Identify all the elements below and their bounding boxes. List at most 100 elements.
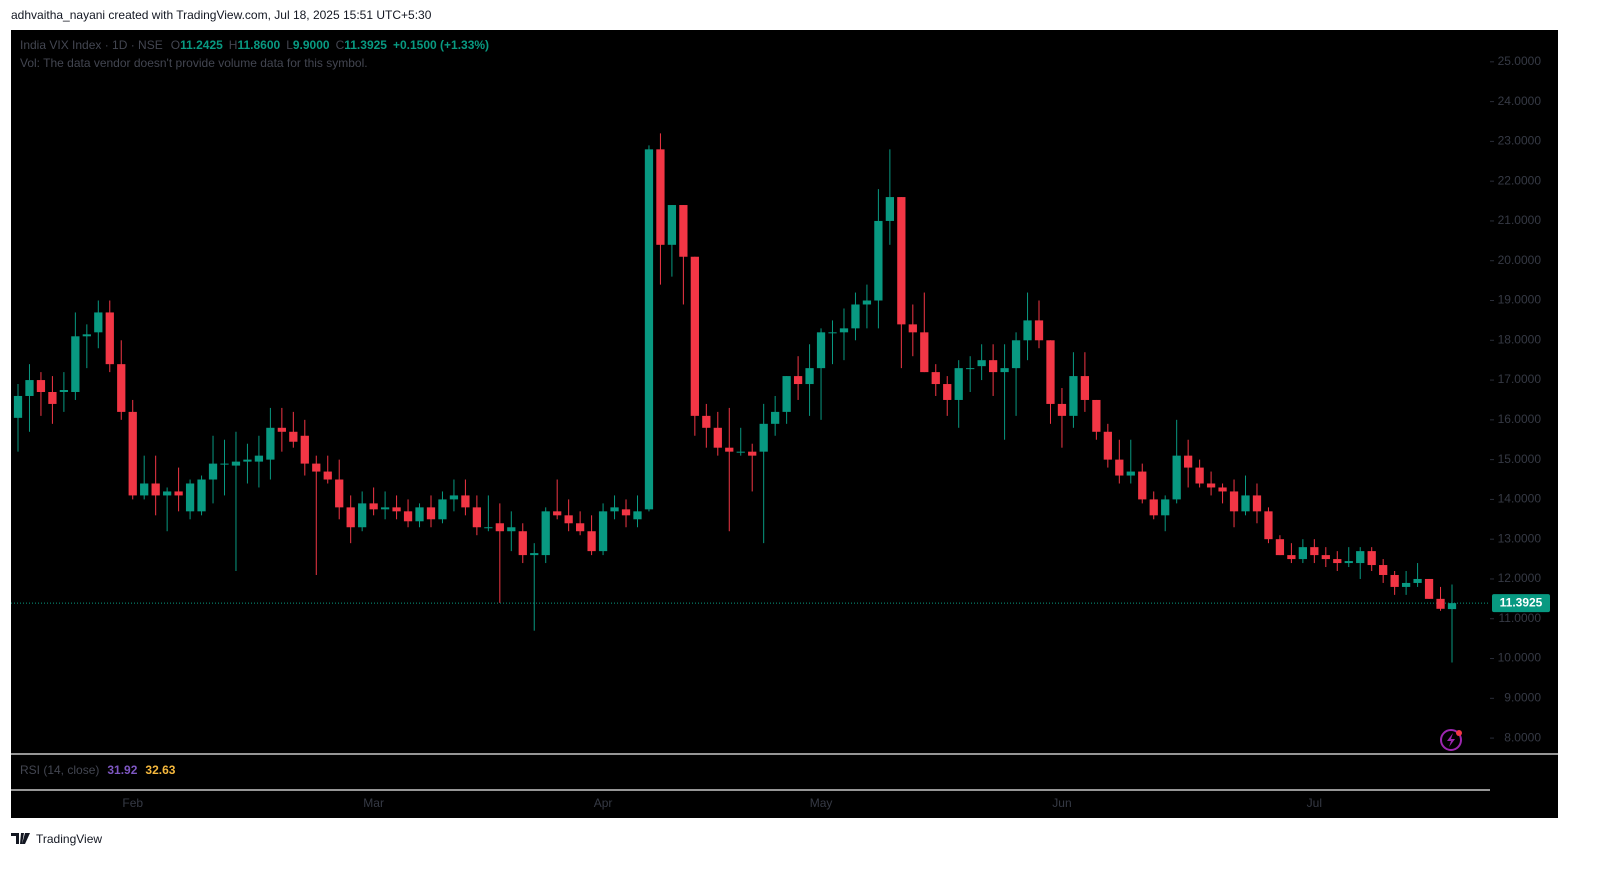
y-tick-label: 25.0000 [1498,54,1542,68]
y-tick-label: 14.0000 [1498,492,1542,506]
candle-body [1138,471,1147,500]
candle-body [128,411,137,496]
legend-key: C [336,38,345,52]
legend-value: 11.8600 [237,38,280,52]
candle-body [805,368,814,385]
candle-body [1321,555,1330,560]
candle-body [1206,483,1216,488]
legend-value: 11.2425 [180,38,223,52]
candle-body [702,415,711,428]
candle-body [1080,376,1090,400]
candle-body [346,507,355,528]
candle-body [71,336,80,392]
candle-body [1287,555,1296,560]
candle-body [484,527,493,529]
candle-body [220,463,229,465]
candle-body [725,447,734,452]
x-tick-label: Jun [1052,796,1071,810]
candle-body [1149,499,1158,516]
candle-body [312,463,321,472]
candle-body [1218,487,1227,492]
y-tick-label: 8.0000 [1504,730,1541,744]
candle-body [449,495,459,500]
x-tick-label: Mar [363,796,384,810]
candle-body [610,507,619,512]
candle-body [1413,578,1422,583]
candle-body [748,451,757,456]
candle-body [1447,603,1457,610]
candle-body [392,507,401,512]
candle-body [793,376,803,385]
y-tick-label: 10.0000 [1498,651,1542,665]
y-tick-label: 24.0000 [1498,94,1542,108]
candle-body [277,427,286,432]
candle-body [771,411,780,424]
y-tick-label: 22.0000 [1498,173,1542,187]
candle-body [598,511,608,552]
candle-body [667,205,677,245]
candle-body [621,509,631,516]
candle-body [897,197,906,325]
candle-body [289,431,298,442]
rsi-value: 32.63 [145,763,175,777]
candle-body [358,503,367,528]
y-tick-label: 21.0000 [1498,213,1542,227]
candle-body [736,451,745,453]
candle-body [943,384,952,400]
candle-body [1092,399,1101,432]
candle-body [59,390,69,392]
candle-body [438,499,447,520]
candle-body [782,376,791,412]
candle-body [323,471,332,480]
candle-body [266,427,275,460]
candle-body [13,395,23,418]
last-price-label: 11.3925 [1500,595,1543,609]
candle-body [954,368,963,400]
y-tick-label: 17.0000 [1498,372,1542,386]
candle-body [816,332,826,369]
candle-body [988,360,998,373]
candle-body [644,149,654,510]
candle-body [1241,495,1250,512]
candle-body [185,483,195,512]
candle-body [1401,582,1411,587]
candle-body [507,527,516,532]
candle-body [48,392,57,404]
candle-body [415,507,424,522]
candle-body [885,197,895,221]
legend-change: +0.1500 (+1.33%) [393,38,489,52]
rsi-label: RSI (14, close) [20,763,99,777]
candle-body [163,491,172,496]
candle-body [231,461,241,466]
brand: TradingView [36,832,102,846]
candle-body [920,332,929,373]
candle-body [1023,320,1032,341]
candle-body [1011,340,1021,369]
candle-body [36,380,46,392]
candle-body [461,495,470,508]
candle-body [380,507,390,510]
candle-body [1275,539,1285,556]
candle-body [553,511,562,516]
legend-key: H [229,38,238,52]
rsi-value: 31.92 [107,763,137,777]
candle-body [94,312,103,333]
y-tick-label: 18.0000 [1498,332,1542,346]
candle-body [1436,598,1445,609]
candle-body [966,368,975,370]
candle-body [82,334,91,337]
candle-body [1356,551,1365,564]
candle-body [300,435,309,464]
candle-body [874,220,883,301]
candle-body [1333,559,1342,564]
y-tick-label: 16.0000 [1498,412,1542,426]
candle-body [1046,340,1055,404]
legend-value: 11.3925 [344,38,387,52]
y-tick-label: 9.0000 [1504,690,1541,704]
candle-body [151,483,160,496]
y-tick-label: 19.0000 [1498,293,1542,307]
y-tick-label: 23.0000 [1498,134,1542,148]
candle-body [1252,495,1262,512]
candle-body [759,423,768,452]
